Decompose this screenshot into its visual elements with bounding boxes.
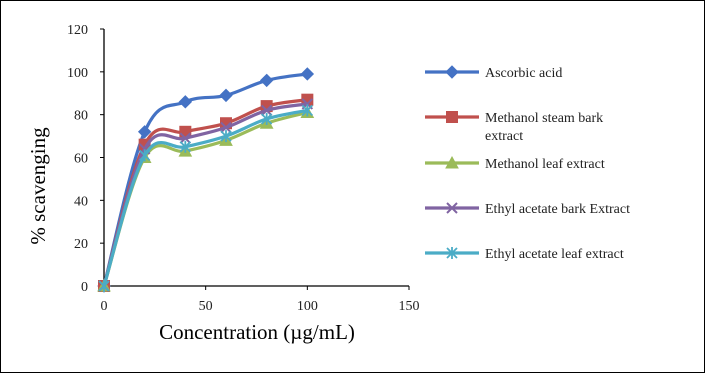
series-line-methanol-steam-bark-extract	[102, 98, 309, 288]
data-point-ethyl-acetate-bark-extract-shape	[260, 104, 273, 117]
y-tick-label: 0	[81, 280, 88, 295]
x-tick-label: 150	[399, 299, 420, 314]
legend-item-ethyl-acetate-leaf-extract: Ethyl acetate leaf extract	[425, 247, 624, 262]
data-point-ascorbic-acid	[178, 95, 193, 109]
legend-item-ascorbic-acid: Ascorbic acid	[425, 65, 562, 81]
legend-marker	[446, 247, 458, 259]
x-tick-label: 50	[199, 299, 213, 314]
series-line-ethyl-acetate-bark-extract	[102, 102, 309, 288]
x-axis-title: Concentration (µg/mL)	[159, 320, 355, 344]
legend-marker-shape	[446, 202, 458, 214]
data-point-ethyl-acetate-leaf-extract	[139, 149, 151, 162]
legend-label: Ethyl acetate leaf extract	[485, 247, 624, 262]
legend-label: Methanol leaf extract	[485, 157, 605, 172]
data-point-ascorbic-acid-shape	[219, 88, 233, 103]
data-point-ascorbic-acid	[259, 73, 274, 88]
data-point-ascorbic-acid-shape	[178, 95, 193, 109]
y-tick-label: 40	[74, 194, 88, 209]
legend-marker-shape	[446, 247, 458, 259]
data-point-ethyl-acetate-leaf-extract-shape	[98, 280, 110, 292]
data-point-ascorbic-acid	[219, 88, 233, 103]
data-point-ethyl-acetate-leaf-extract	[261, 112, 273, 125]
legend-marker	[446, 202, 458, 214]
data-point-ethyl-acetate-bark-extract	[220, 121, 232, 134]
legend-marker-shape	[446, 111, 458, 123]
y-tick-label: 60	[74, 152, 88, 167]
data-point-ethyl-acetate-leaf-extract	[301, 104, 313, 117]
data-point-ethyl-acetate-bark-extract	[179, 132, 192, 144]
y-tick-label: 20	[74, 237, 88, 252]
data-point-ethyl-acetate-leaf-extract-shape	[261, 112, 273, 125]
legend-marker	[445, 65, 459, 79]
data-point-ascorbic-acid	[137, 125, 152, 139]
legend-label: Ethyl acetate bark Extract	[485, 202, 630, 217]
plot-area: 0 20 40 60 80 100 120 0 50 100 150	[67, 23, 420, 314]
legend-marker-shape	[445, 155, 459, 169]
legend-item-methanol-leaf-extract: Methanol leaf extract	[425, 155, 605, 172]
series-line-methanol-leaf-extract	[102, 110, 309, 288]
legend-label: extract	[485, 129, 523, 144]
y-tick-label: 100	[67, 66, 88, 81]
data-point-ascorbic-acid-shape	[300, 67, 315, 81]
legend-marker-shape	[445, 65, 459, 79]
y-tick-label: 80	[74, 109, 88, 124]
data-point-ascorbic-acid-shape	[259, 73, 274, 88]
data-point-ethyl-acetate-leaf-extract	[179, 140, 191, 153]
legend-item-methanol-steam-bark-extract: Methanol steam bark extract	[425, 111, 603, 144]
data-point-ethyl-acetate-leaf-extract	[98, 280, 110, 292]
series-line-ethyl-acetate-leaf-extract	[102, 108, 309, 288]
legend-item-ethyl-acetate-bark-extract: Ethyl acetate bark Extract	[425, 202, 630, 217]
data-point-ascorbic-acid	[300, 67, 315, 81]
legend-label: Ascorbic acid	[485, 66, 562, 81]
y-tick-label: 120	[67, 23, 88, 38]
data-point-ethyl-acetate-bark-extract-shape	[179, 132, 192, 144]
data-point-ascorbic-acid-shape	[137, 125, 152, 139]
data-point-ethyl-acetate-leaf-extract-shape	[139, 149, 151, 162]
data-point-ethyl-acetate-bark-extract-shape	[220, 121, 232, 134]
data-point-ethyl-acetate-leaf-extract-shape	[179, 140, 191, 153]
y-axis-title: % scavenging	[26, 127, 50, 245]
legend-marker	[446, 111, 458, 123]
legend-marker	[445, 155, 459, 169]
data-point-ethyl-acetate-bark-extract	[260, 104, 273, 117]
data-point-ethyl-acetate-leaf-extract-shape	[220, 130, 232, 143]
x-tick-label: 0	[101, 299, 108, 314]
data-point-ethyl-acetate-leaf-extract	[220, 130, 232, 143]
legend-label: Methanol steam bark	[485, 111, 603, 126]
data-point-ethyl-acetate-leaf-extract-shape	[301, 104, 313, 117]
x-tick-label: 100	[297, 299, 318, 314]
